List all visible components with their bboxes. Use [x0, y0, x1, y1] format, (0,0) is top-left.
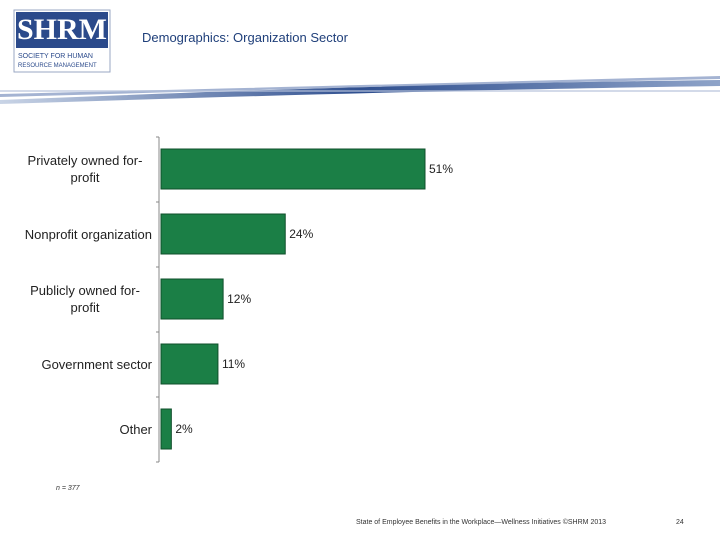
category-label: Nonprofit organization [18, 214, 152, 254]
logo-tagline: RESOURCE MANAGEMENT [18, 63, 97, 69]
category-text: Government sector [41, 356, 152, 372]
sample-note: n = 377 [56, 485, 81, 492]
bar [160, 148, 426, 190]
page-number: 24 [676, 519, 684, 526]
category-label: Publicly owned for-profit [18, 279, 152, 319]
bar [160, 343, 219, 385]
logo-name: SHRM [17, 13, 107, 46]
category-text: Privately owned for-profit [27, 153, 143, 185]
value-label: 12% [227, 292, 251, 306]
logo-block [16, 12, 108, 48]
chart-title: Demographics: Organization Sector [142, 30, 349, 45]
value-label: 24% [289, 227, 313, 241]
category-text: Publicly owned for-profit [30, 283, 140, 315]
category-text: Other [119, 421, 152, 437]
category-label: Other [18, 409, 152, 449]
bar [160, 213, 286, 255]
bar [160, 408, 172, 450]
category-text: Nonprofit organization [24, 226, 152, 242]
value-label: 51% [429, 162, 453, 176]
header-line [0, 90, 720, 92]
footer-source: State of Employee Benefits in the Workpl… [356, 518, 606, 526]
value-label: 11% [222, 357, 245, 371]
category-label: Privately owned for-profit [18, 149, 152, 189]
category-label: Government sector [18, 344, 152, 384]
logo-tagline: SOCIETY FOR HUMAN [18, 53, 93, 60]
bar [160, 278, 224, 320]
value-label: 2% [175, 422, 193, 436]
